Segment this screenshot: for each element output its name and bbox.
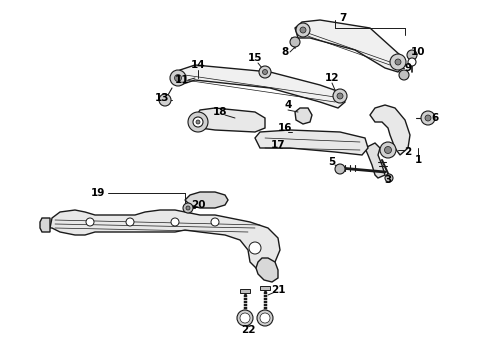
- Text: 7: 7: [339, 13, 347, 23]
- Circle shape: [193, 117, 203, 127]
- Text: 15: 15: [248, 53, 262, 63]
- Circle shape: [257, 310, 273, 326]
- Circle shape: [385, 174, 393, 182]
- Circle shape: [385, 147, 392, 153]
- Circle shape: [380, 142, 396, 158]
- Text: 11: 11: [175, 75, 189, 85]
- Text: 1: 1: [415, 155, 421, 165]
- Circle shape: [170, 70, 186, 86]
- Polygon shape: [240, 289, 250, 293]
- Circle shape: [425, 115, 431, 121]
- Circle shape: [183, 203, 193, 213]
- Text: 3: 3: [384, 175, 392, 185]
- Circle shape: [237, 310, 253, 326]
- Circle shape: [196, 120, 200, 124]
- Text: 17: 17: [270, 140, 285, 150]
- Circle shape: [407, 50, 417, 60]
- Circle shape: [159, 94, 171, 106]
- Text: 6: 6: [431, 113, 439, 123]
- Circle shape: [174, 75, 181, 81]
- Circle shape: [290, 37, 300, 47]
- Polygon shape: [50, 210, 280, 270]
- Circle shape: [126, 218, 134, 226]
- Text: 2: 2: [404, 147, 412, 157]
- Polygon shape: [185, 192, 228, 208]
- Circle shape: [86, 218, 94, 226]
- Polygon shape: [40, 218, 50, 232]
- Circle shape: [335, 164, 345, 174]
- Circle shape: [211, 218, 219, 226]
- Text: 5: 5: [328, 157, 336, 167]
- Circle shape: [188, 112, 208, 132]
- Polygon shape: [260, 286, 270, 290]
- Text: 13: 13: [155, 93, 169, 103]
- Circle shape: [333, 89, 347, 103]
- Circle shape: [408, 58, 416, 66]
- Text: 22: 22: [241, 325, 255, 335]
- Text: 10: 10: [411, 47, 425, 57]
- Polygon shape: [295, 20, 405, 72]
- Text: 12: 12: [325, 73, 339, 83]
- Polygon shape: [256, 258, 278, 282]
- Polygon shape: [295, 108, 312, 124]
- Circle shape: [421, 111, 435, 125]
- Circle shape: [263, 69, 268, 75]
- Circle shape: [249, 242, 261, 254]
- Circle shape: [259, 66, 271, 78]
- Text: 16: 16: [278, 123, 292, 133]
- Circle shape: [171, 218, 179, 226]
- Polygon shape: [365, 143, 385, 178]
- Circle shape: [186, 206, 190, 210]
- Polygon shape: [370, 105, 410, 155]
- Text: 9: 9: [404, 63, 412, 73]
- Circle shape: [240, 313, 250, 323]
- Text: 20: 20: [191, 200, 205, 210]
- Polygon shape: [255, 130, 368, 155]
- Text: 14: 14: [191, 60, 205, 70]
- Text: 19: 19: [91, 188, 105, 198]
- Circle shape: [337, 93, 343, 99]
- Circle shape: [300, 27, 306, 33]
- Circle shape: [390, 54, 406, 70]
- Circle shape: [296, 23, 310, 37]
- Circle shape: [399, 70, 409, 80]
- Text: 18: 18: [213, 107, 227, 117]
- Circle shape: [395, 59, 401, 65]
- Polygon shape: [175, 65, 345, 108]
- Text: 21: 21: [271, 285, 285, 295]
- Polygon shape: [195, 108, 265, 132]
- Circle shape: [260, 313, 270, 323]
- Text: 4: 4: [284, 100, 292, 110]
- Text: 8: 8: [281, 47, 289, 57]
